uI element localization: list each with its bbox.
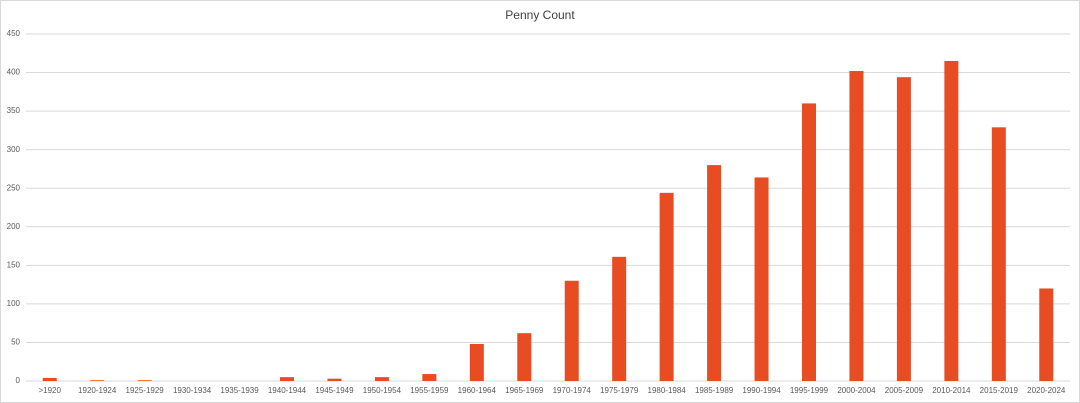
bar — [280, 377, 294, 381]
y-tick-label: 200 — [7, 222, 21, 231]
bar — [707, 165, 722, 381]
x-tick-label: 1995-1999 — [790, 386, 829, 395]
x-tick-label: 1965-1969 — [505, 386, 544, 395]
y-tick-label: 100 — [7, 299, 21, 308]
x-tick-label: 1925-1929 — [126, 386, 165, 395]
x-tick-label: 1985-1989 — [695, 386, 734, 395]
y-tick-label: 150 — [7, 260, 21, 269]
x-tick-label: 1975-1979 — [600, 386, 639, 395]
y-tick-label: 50 — [11, 338, 20, 347]
x-tick-label: 2010-2014 — [932, 386, 971, 395]
bar — [849, 71, 864, 381]
x-tick-label: 2020-2024 — [1027, 386, 1066, 395]
bar — [42, 377, 57, 381]
x-tick-label: 1955-1959 — [410, 386, 449, 395]
bar — [137, 380, 152, 381]
y-tick-label: 300 — [7, 145, 21, 154]
y-tick-label: 0 — [16, 376, 21, 385]
x-tick-label: >1920 — [38, 386, 61, 395]
bar — [659, 192, 674, 381]
bar — [896, 77, 911, 381]
bar — [564, 280, 579, 381]
x-tick-label: 1980-1984 — [648, 386, 687, 395]
x-tick-label: 1945-1949 — [315, 386, 354, 395]
x-tick-label: 1990-1994 — [742, 386, 781, 395]
y-tick-label: 350 — [7, 106, 21, 115]
x-tick-label: 1930-1934 — [173, 386, 212, 395]
x-tick-label: 1920-1924 — [78, 386, 117, 395]
bar — [1039, 288, 1054, 381]
bar — [517, 333, 532, 381]
x-tick-label: 2005-2009 — [885, 386, 924, 395]
chart-title: Penny Count — [505, 8, 575, 22]
x-tick-label: 1950-1954 — [363, 386, 402, 395]
bar — [612, 256, 627, 381]
bar — [754, 177, 769, 381]
bar — [327, 378, 342, 381]
bar — [991, 127, 1006, 381]
x-tick-label: 1970-1974 — [553, 386, 592, 395]
bar — [422, 374, 437, 381]
y-tick-label: 400 — [7, 68, 21, 77]
y-tick-label: 250 — [7, 183, 21, 192]
bar — [90, 380, 105, 381]
y-tick-label: 450 — [7, 29, 21, 38]
x-tick-label: 1960-1964 — [458, 386, 497, 395]
x-tick-label: 2000-2004 — [837, 386, 876, 395]
bar — [944, 60, 959, 381]
x-tick-label: 1940-1944 — [268, 386, 307, 395]
x-tick-label: 1935-1939 — [220, 386, 259, 395]
bar — [374, 377, 389, 381]
bar — [469, 343, 484, 381]
bar — [802, 103, 816, 382]
x-tick-label: 2015-2019 — [980, 386, 1019, 395]
